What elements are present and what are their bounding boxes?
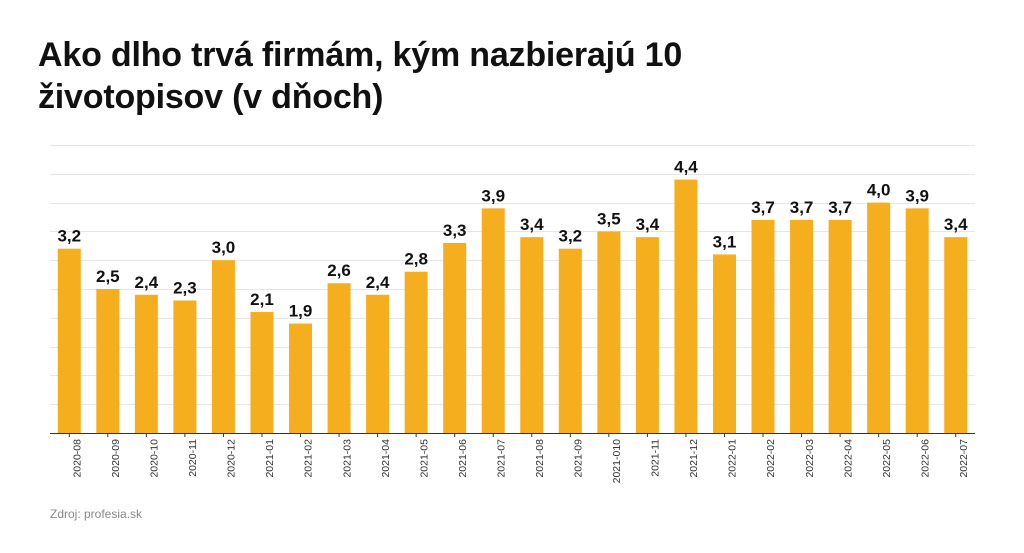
value-label: 4,0: [867, 181, 891, 200]
value-label: 3,2: [558, 227, 582, 246]
x-tick-label: 2022-03: [804, 439, 816, 478]
bar-2022-05: [867, 202, 891, 433]
value-label: 2,6: [327, 261, 351, 280]
bar-2021-02: [289, 323, 313, 433]
value-label: 3,3: [443, 221, 467, 240]
bar-2021-07: [481, 208, 505, 433]
bar-2022-06: [905, 208, 929, 433]
value-label: 3,7: [828, 198, 852, 217]
value-label: 1,9: [289, 302, 313, 321]
x-tick-label: 2021-12: [688, 439, 700, 478]
x-tick-label: 2020-12: [226, 439, 238, 478]
value-label: 2,5: [96, 267, 120, 286]
bar-2021-01: [250, 312, 274, 433]
bar-2021-06: [443, 242, 467, 433]
bar-2020-09: [96, 289, 120, 433]
value-label: 3,9: [905, 186, 929, 205]
bar-2021-03: [327, 283, 351, 433]
x-tick-label: 2022-05: [881, 439, 893, 478]
value-label: 3,9: [481, 186, 505, 205]
value-label: 2,8: [404, 250, 428, 269]
value-label: 3,4: [520, 215, 544, 234]
x-tick-label: 2021-11: [650, 439, 662, 477]
bar-2020-12: [211, 260, 235, 433]
value-label: 2,4: [135, 273, 159, 292]
source-note: Zdroj: profesia.sk: [50, 507, 143, 521]
chart-title: Ako dlho trvá firmám, kým nazbierajú 10 …: [38, 36, 683, 116]
x-tick-label: 2020-09: [110, 439, 122, 478]
x-tick-label: 2022-06: [919, 439, 931, 478]
x-tick-label: 2021-09: [573, 439, 585, 478]
value-label: 3,0: [212, 238, 236, 257]
x-tick-label: 2022-02: [765, 439, 777, 478]
value-label: 4,4: [674, 158, 698, 177]
x-tick-label: 2021-05: [418, 439, 430, 478]
bar-2021-010: [597, 231, 621, 433]
value-label: 3,4: [944, 215, 968, 234]
x-tick-label: 2020-10: [149, 439, 161, 478]
bar-2022-03: [790, 219, 814, 433]
value-label: 3,1: [713, 232, 737, 251]
bar-2021-08: [520, 237, 544, 433]
bar-2022-01: [712, 254, 736, 433]
gridlines: [50, 145, 975, 405]
value-label: 3,4: [636, 215, 660, 234]
value-label: 3,7: [751, 198, 775, 217]
bar-2022-04: [828, 219, 852, 433]
x-tick-label: 2021-06: [457, 439, 469, 478]
x-tick-label: 2021-07: [495, 439, 507, 478]
bar-2021-12: [674, 179, 698, 433]
value-labels: 3,2 2,5 2,4 2,3 3,0 2,1 1,9 2,6 2,4 2,8 3,3 3,9 3,4 3…: [57, 158, 968, 321]
x-tick-label: 2021-010: [611, 439, 623, 484]
value-label: 3,5: [597, 209, 621, 228]
value-label: 2,1: [250, 290, 274, 309]
bars: [57, 179, 968, 433]
x-tick-label: 2021-03: [341, 439, 353, 478]
x-tick-label: 2021-08: [534, 439, 546, 478]
x-tick-label: 2021-02: [303, 439, 315, 478]
value-label: 2,4: [366, 273, 390, 292]
bar-2020-08: [57, 248, 81, 433]
x-axis: 2020-08 2020-09 2020-10 2020-11 2020-12 2021-…: [50, 433, 975, 483]
x-tick-label: 2020-11: [187, 439, 199, 477]
x-tick-label: 2022-01: [727, 439, 739, 478]
x-tick-label: 2022-07: [958, 439, 970, 478]
x-tick-label: 2020-08: [71, 439, 83, 478]
value-label: 2,3: [173, 279, 197, 298]
bar-2022-07: [944, 237, 968, 433]
bar-2021-04: [366, 294, 390, 433]
bar-2020-11: [173, 300, 197, 433]
bar-2020-10: [134, 294, 158, 433]
x-tick-label: 2022-04: [842, 439, 854, 478]
x-tick-label: 2021-01: [264, 439, 276, 478]
bar-2021-11: [635, 237, 659, 433]
bar-2021-05: [404, 271, 428, 433]
value-label: 3,2: [57, 227, 81, 246]
x-tick-label: 2021-04: [380, 439, 392, 478]
value-label: 3,7: [790, 198, 814, 217]
bar-2021-09: [558, 248, 582, 433]
bar-2022-02: [751, 219, 775, 433]
